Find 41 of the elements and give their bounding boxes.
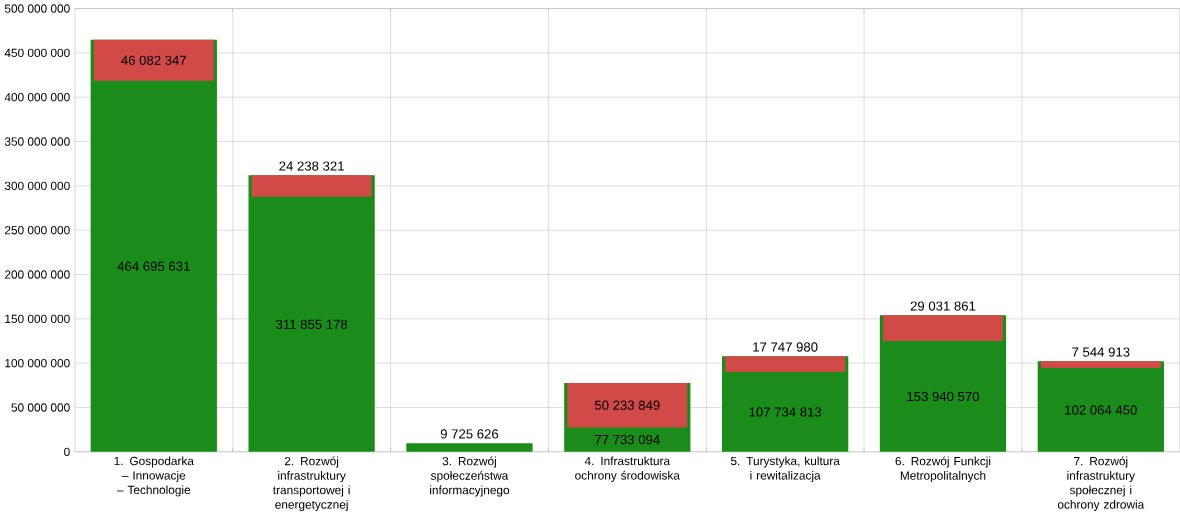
bar <box>567 382 688 428</box>
bar <box>1040 361 1161 368</box>
bar <box>90 39 217 452</box>
data-label: 7 544 913 <box>1072 347 1130 357</box>
bar <box>406 442 533 452</box>
x-tick-label: 3. Rozwój społeczeństwa informacyjnego <box>430 456 510 497</box>
y-tick-label: 400 000 000 <box>4 92 70 102</box>
y-tick-label: 200 000 000 <box>4 270 70 279</box>
data-label: 311 855 178 <box>276 319 348 329</box>
y-tick-label: 250 000 000 <box>4 225 70 235</box>
data-label: 153 940 570 <box>907 391 980 401</box>
data-label: 46 082 347 <box>121 55 187 65</box>
y-tick-label: 150 000 000 <box>5 314 70 323</box>
data-label: 29 031 861 <box>910 301 976 311</box>
y-tick-label: 50 000 000 <box>11 403 70 412</box>
x-tick-label: 6. Rozwój Funkcji Metropolitalnych <box>895 456 991 482</box>
bar <box>251 175 372 197</box>
data-label: 17 747 980 <box>753 342 818 352</box>
y-tick-label: 0 <box>64 447 70 456</box>
y-tick-label: 500 000 000 <box>4 4 70 13</box>
x-tick-label: 2. Rozwój infrastruktury transportowej i energetycznej <box>272 456 350 511</box>
bar <box>725 356 846 372</box>
y-tick-label: 300 000 000 <box>4 181 70 190</box>
x-tick-label: 5. Turystyka, kultura i rewitalizacja <box>730 456 840 482</box>
y-tick-label: 100 000 000 <box>5 358 70 368</box>
bar <box>1037 361 1164 452</box>
bar <box>93 39 214 81</box>
data-label: 107 734 813 <box>749 407 822 417</box>
data-label: 77 733 094 <box>595 434 660 445</box>
x-tick-label: 4. Infrastruktura ochrony środowiska <box>575 456 680 482</box>
data-label: 50 233 849 <box>594 400 660 410</box>
y-tick-label: 350 000 000 <box>4 137 70 146</box>
bar <box>883 315 1003 341</box>
x-tick-label: 1. Gospodarka – Innowacje – Technologie <box>114 456 194 497</box>
x-tick-label: 7. Rozwój infrastruktury społecznej i ochrony zdrowia <box>1057 456 1145 511</box>
data-label: 102 064 450 <box>1065 405 1137 415</box>
bar <box>248 175 375 452</box>
data-label: 9 725 626 <box>440 429 499 439</box>
data-label: 464 695 631 <box>117 261 190 271</box>
data-label: 24 238 321 <box>279 161 344 171</box>
y-tick-label: 450 000 000 <box>4 48 70 57</box>
